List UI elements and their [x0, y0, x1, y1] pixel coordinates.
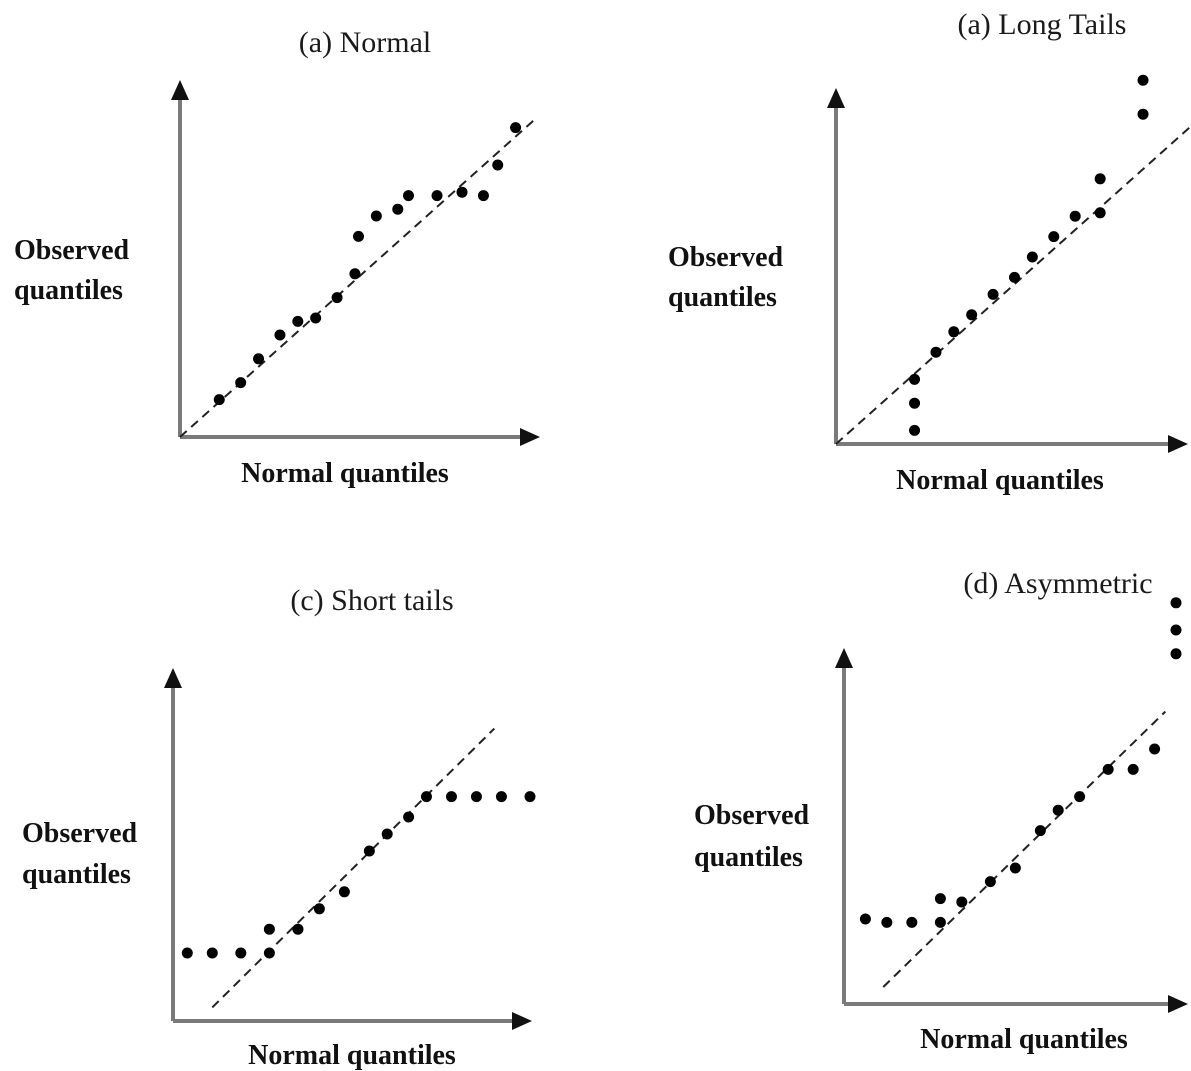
panel-title: (a) Normal [299, 26, 431, 59]
data-point [1094, 207, 1106, 219]
data-point [331, 292, 343, 304]
y-axis-label-line2: quantiles [14, 275, 123, 306]
y-axis-arrowhead [827, 88, 845, 108]
data-point [966, 309, 978, 321]
data-point [456, 186, 468, 198]
data-point [1009, 862, 1021, 874]
data-point [1127, 763, 1139, 775]
data-point [934, 916, 946, 928]
y-axis-arrowhead [164, 668, 182, 688]
data-point [984, 876, 996, 888]
y-axis-arrowhead [171, 80, 189, 100]
data-point [213, 394, 225, 406]
reference-line [211, 727, 496, 1009]
x-axis-label: Normal quantiles [248, 1040, 456, 1071]
data-point [310, 312, 322, 324]
data-point [1069, 210, 1081, 222]
data-point [1170, 648, 1182, 660]
data-point [1074, 791, 1086, 803]
data-point [477, 190, 489, 202]
panel-title: (d) Asymmetric [963, 567, 1152, 600]
data-point [934, 893, 946, 905]
data-point [1170, 624, 1182, 636]
data-point [403, 811, 415, 823]
data-point [930, 346, 942, 358]
data-point [292, 315, 304, 327]
data-point [353, 230, 364, 242]
data-point [881, 916, 893, 928]
data-point [206, 947, 218, 959]
panel-long-tails: (a) Long Tails Observed quantiles Normal… [668, 8, 1191, 496]
y-axis-label-line2: quantiles [694, 842, 803, 873]
data-point [402, 190, 414, 202]
data-point [1094, 173, 1106, 185]
data-point [274, 329, 286, 341]
data-point [1052, 804, 1064, 816]
x-axis-arrowhead [512, 1012, 532, 1030]
y-axis-label-line2: quantiles [668, 282, 777, 313]
data-point [1170, 597, 1182, 609]
data-point [235, 377, 247, 389]
data-point [1034, 825, 1046, 837]
data-point [1102, 763, 1114, 775]
data-point [381, 828, 393, 840]
data-point [263, 923, 275, 935]
data-point [420, 791, 432, 803]
data-point [470, 791, 482, 803]
data-point [338, 886, 350, 898]
panel-asymmetric: (d) Asymmetric Observed quantiles Normal… [694, 567, 1188, 1055]
data-point [253, 353, 265, 365]
panel-short-tails: (c) Short tails Observed quantiles Norma… [22, 584, 536, 1071]
x-axis-arrowhead [520, 428, 540, 446]
data-point [948, 326, 960, 338]
data-point [1009, 271, 1020, 283]
reference-line [835, 124, 1191, 445]
data-point [492, 159, 504, 171]
x-axis-arrowhead [1168, 995, 1188, 1013]
panel-title: (c) Short tails [290, 584, 453, 617]
data-point [909, 397, 921, 409]
data-point [313, 903, 325, 915]
data-point [431, 190, 443, 202]
data-point [1048, 231, 1060, 243]
data-point [987, 288, 999, 300]
y-axis-label-line1: Observed [694, 800, 810, 831]
data-point [349, 268, 361, 280]
y-axis-label-line1: Observed [22, 818, 138, 849]
data-point [181, 947, 193, 959]
reference-line [882, 710, 1166, 988]
data-point [909, 424, 921, 436]
data-point [510, 122, 522, 134]
data-point [909, 373, 921, 385]
x-axis-label: Normal quantiles [920, 1024, 1128, 1055]
panel-normal: (a) Normal Observed quantiles Normal qua… [14, 26, 540, 489]
data-point [1137, 74, 1149, 86]
data-point [392, 203, 404, 215]
data-point [495, 791, 507, 803]
data-point [363, 845, 375, 857]
panel-title: (a) Long Tails [958, 8, 1127, 41]
data-point [956, 896, 968, 908]
x-axis-arrowhead [1168, 435, 1188, 453]
data-point [1026, 251, 1038, 263]
data-point [524, 791, 536, 803]
data-point [292, 923, 304, 935]
data-point [445, 791, 457, 803]
y-axis-arrowhead [835, 648, 853, 668]
y-axis-label-line2: quantiles [22, 859, 131, 890]
data-point [235, 947, 247, 959]
data-point [263, 947, 275, 959]
data-point [859, 913, 871, 925]
data-point [370, 210, 382, 222]
data-point [906, 916, 918, 928]
x-axis-label: Normal quantiles [241, 458, 449, 489]
y-axis-label-line1: Observed [14, 235, 130, 266]
y-axis-label-line1: Observed [668, 242, 784, 273]
data-point [1149, 743, 1161, 755]
data-point [1137, 108, 1149, 120]
x-axis-label: Normal quantiles [896, 465, 1104, 496]
